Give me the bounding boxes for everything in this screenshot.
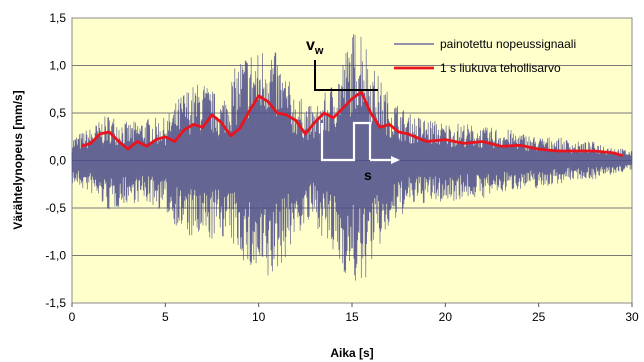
- legend: painotettu nopeussignaali 1 s liukuva te…: [394, 37, 576, 75]
- rms-line: [80, 90, 624, 158]
- annotations: vw s: [306, 37, 400, 183]
- vw-label: vw: [306, 37, 324, 57]
- x-tick-label: 5: [162, 310, 169, 324]
- legend-label-rms: 1 s liukuva tehollisarvo: [440, 61, 561, 75]
- y-tick-label: -1,0: [45, 249, 66, 263]
- y-tick-label: 1,0: [49, 59, 66, 73]
- x-tick-label: 25: [532, 310, 546, 324]
- y-tick-label: 1,5: [49, 11, 66, 25]
- x-tick-label: 30: [625, 310, 639, 324]
- x-axis-title: Aika [s]: [330, 346, 373, 360]
- y-tick-label: -1,5: [45, 296, 66, 310]
- window-label: s: [364, 167, 372, 183]
- x-tick-label: 15: [345, 310, 359, 324]
- x-tick-label: 0: [69, 310, 76, 324]
- y-tick-label: 0,5: [49, 106, 66, 120]
- x-tick-label: 20: [439, 310, 453, 324]
- x-tick-labels: 0 5 10 15 20 25 30: [69, 303, 639, 324]
- vw-marker: [314, 60, 378, 91]
- y-tick-labels: -1,5 -1,0 -0,5 0,0 0,5 1,0 1,5: [45, 11, 66, 310]
- window-bracket: [320, 121, 372, 162]
- x-tick-label: 10: [252, 310, 266, 324]
- signal-series-line: [71, 33, 633, 281]
- signal-trace: [71, 33, 633, 281]
- legend-label-signal: painotettu nopeussignaali: [440, 37, 576, 51]
- y-tick-label: 0,0: [49, 154, 66, 168]
- y-axis-title: Värähtelynopeus [mm/s]: [11, 90, 25, 229]
- y-tick-label: -0,5: [45, 201, 66, 215]
- window-arrow-head: [391, 156, 400, 164]
